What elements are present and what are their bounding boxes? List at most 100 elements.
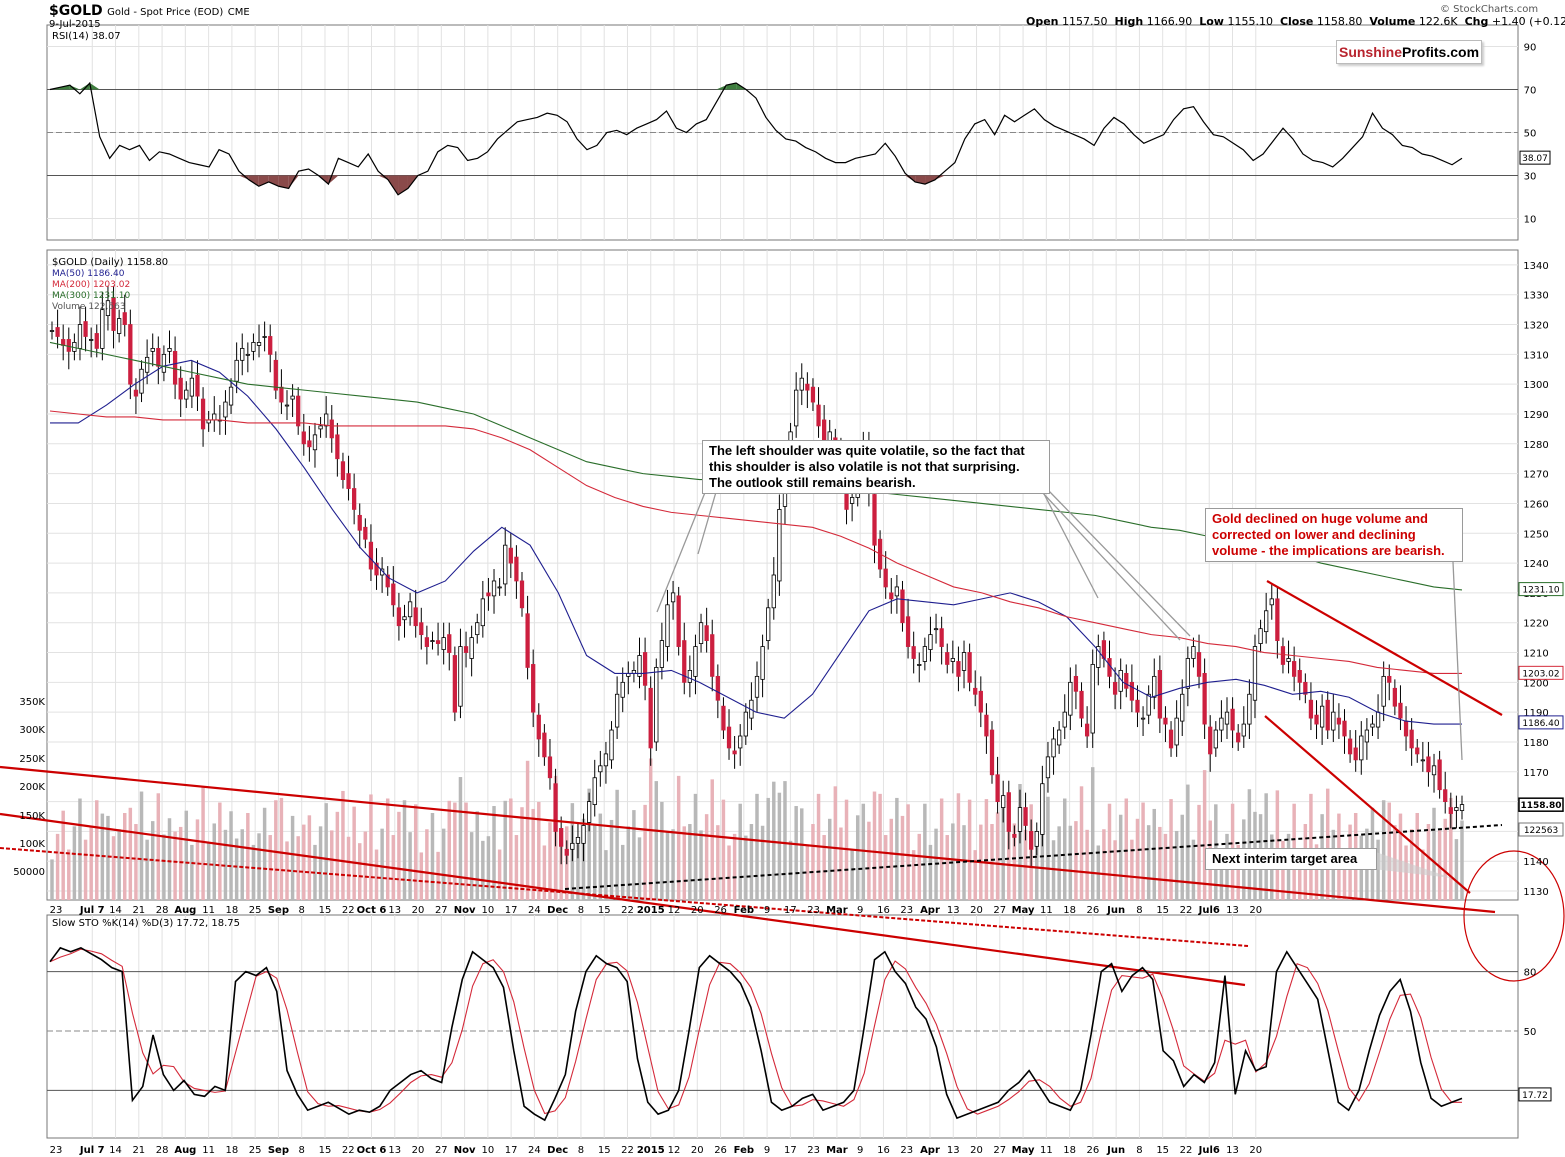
x-tick-label: 20 <box>412 1145 425 1156</box>
candle-body <box>698 622 704 644</box>
volume-bar <box>1102 829 1106 900</box>
candle-body <box>542 732 547 758</box>
volume-bar <box>1012 823 1017 900</box>
candle-body <box>1286 658 1291 662</box>
x-tick-label: 21 <box>132 1145 145 1156</box>
callout-pointer <box>1452 561 1463 761</box>
candle-body <box>1057 729 1062 746</box>
candle-body <box>268 336 273 355</box>
volume-bar <box>637 837 642 900</box>
candle-body <box>721 705 726 731</box>
x-tick-label: 18 <box>226 1145 239 1156</box>
volume-bar <box>805 844 810 900</box>
ohlc-readout: Open 1157.50 High 1166.90 Low 1155.10 Cl… <box>1026 15 1565 28</box>
candle-body <box>889 592 894 600</box>
target-pointer <box>1364 848 1452 878</box>
candle-body <box>251 342 256 352</box>
high-value: 1166.90 <box>1146 15 1193 28</box>
candle-body <box>905 616 911 647</box>
volume-bar <box>156 793 161 900</box>
x-tick-label: 2015 <box>637 1145 665 1156</box>
candle-body <box>256 342 262 346</box>
volume-bar <box>1247 789 1252 900</box>
candle-body <box>1398 702 1403 719</box>
stochastic-panel <box>47 946 1518 1122</box>
volume-bar <box>1376 839 1380 900</box>
x-tick-label: Jun <box>1106 1145 1125 1156</box>
candle-body <box>452 655 457 713</box>
volume-bar <box>822 835 826 900</box>
trend-line-lower <box>0 812 1246 987</box>
rsi-overbought-fill <box>69 85 80 90</box>
support-line-dashed <box>564 824 1503 890</box>
candle-body <box>995 774 1000 803</box>
price-y-tick: 1140 <box>1523 857 1548 868</box>
price-y-tick: 1220 <box>1523 619 1548 630</box>
candle-body <box>1370 723 1375 728</box>
candle-body <box>223 401 228 418</box>
volume-bar <box>945 835 949 900</box>
volume-bar <box>531 808 535 900</box>
volume-bar <box>984 799 989 900</box>
volume-bar <box>358 843 362 900</box>
volume-bar <box>218 802 222 900</box>
volume-bar <box>598 813 603 900</box>
ma300-legend: MA(300) 1231.10 <box>52 291 131 301</box>
volume-bar <box>1169 799 1173 900</box>
x-tick-label: 11 <box>1040 905 1053 916</box>
volume-bar <box>134 824 138 900</box>
candle-body <box>1381 675 1386 707</box>
x-tick-label: May <box>1012 905 1035 916</box>
shoulder-line-1: The left shoulder was quite volatile, so… <box>709 443 1025 458</box>
candle-body <box>1314 714 1319 725</box>
candle-body <box>637 655 642 677</box>
volume-bar <box>867 821 871 900</box>
volume-bar <box>173 831 177 900</box>
volume-bar <box>632 810 636 900</box>
candle-body <box>715 675 720 701</box>
candle-body <box>676 595 681 647</box>
candle-body <box>352 488 357 510</box>
candle-body <box>1146 693 1151 716</box>
candle-body <box>1168 729 1174 749</box>
x-tick-label: 22 <box>621 1145 634 1156</box>
volume-bar <box>967 799 972 900</box>
volume-bar <box>671 829 675 900</box>
volume-bar <box>839 827 843 900</box>
candle-body <box>614 693 620 728</box>
candle-body <box>648 687 653 749</box>
rsi-oversold-fill <box>398 175 408 195</box>
volume-value: 122.6K <box>1418 15 1458 28</box>
chart-title: $GOLD Gold - Spot Price (EOD) CME <box>49 3 250 21</box>
x-tick-label: 20 <box>691 1145 704 1156</box>
volume-bar <box>1298 849 1302 900</box>
candle-body <box>1342 720 1347 737</box>
x-tick-label: Mar <box>826 1145 848 1156</box>
volume-bar <box>973 850 977 900</box>
volume-bar <box>352 806 356 900</box>
volume-bar <box>50 859 54 900</box>
candle-body <box>150 347 155 352</box>
x-tick-label: 20 <box>1249 905 1262 916</box>
candle-body <box>738 735 743 749</box>
x-tick-label: 10 <box>481 1145 494 1156</box>
candle-body <box>1084 723 1090 737</box>
volume-bar <box>1046 796 1050 900</box>
volume-bar <box>1057 826 1061 900</box>
x-tick-label: 9 <box>857 1145 863 1156</box>
volume-bar <box>1426 824 1431 900</box>
candle-body <box>55 327 60 337</box>
volume-bar <box>911 850 916 900</box>
candle-body <box>514 556 519 582</box>
volume-bar <box>1107 803 1112 900</box>
price-y-tick: 1340 <box>1523 261 1548 272</box>
volume-bar <box>1415 813 1419 900</box>
volume-bar <box>184 810 189 900</box>
volume-bar <box>302 824 306 900</box>
volume-bar <box>1460 820 1464 900</box>
candle-body <box>1297 670 1302 683</box>
volume-bar <box>290 815 295 900</box>
candle-body <box>357 514 362 531</box>
volume-bar <box>1158 826 1162 900</box>
